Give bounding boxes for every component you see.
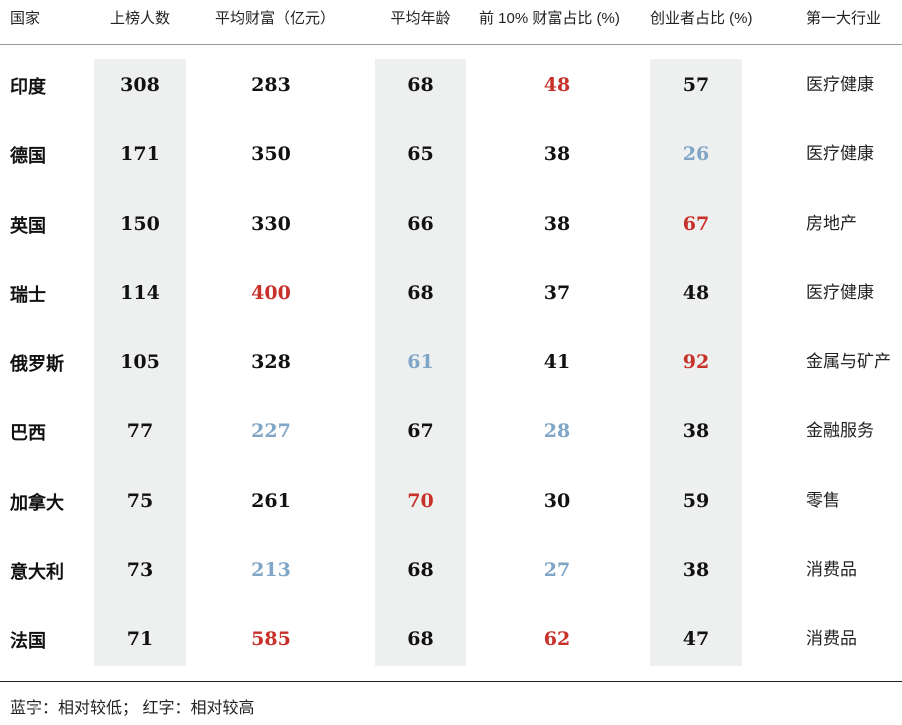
country-cell: 英国	[10, 215, 46, 236]
footer-divider	[0, 681, 902, 682]
country-cell: 印度	[10, 77, 46, 97]
wealth-cell: 328	[251, 351, 291, 374]
age-cell: 66	[407, 212, 434, 235]
count-cell: 308	[120, 74, 160, 96]
age-cell: 70	[407, 489, 434, 512]
wealth-cell: 330	[251, 212, 291, 235]
founders-cell: 67	[682, 212, 710, 235]
country-cell: 法国	[10, 631, 46, 652]
table-row: 瑞士 114 400 68 37 48 医疗健康	[0, 267, 902, 336]
wealth-cell: 400	[251, 281, 291, 304]
table-row: 法国 71 585 68 62 47 消费品	[0, 613, 902, 682]
top10-cell: 37	[543, 281, 571, 304]
founders-cell: 26	[682, 143, 710, 166]
column-header-founders: 创业者占比 (%)	[650, 10, 753, 27]
column-header-industry: 第一大行业	[806, 10, 882, 27]
age-cell: 68	[407, 74, 434, 96]
top10-cell: 38	[543, 143, 571, 166]
top10-cell: 27	[543, 559, 571, 582]
country-cell: 加拿大	[10, 492, 64, 513]
wealth-cell: 213	[251, 559, 291, 582]
country-cell: 俄罗斯	[10, 354, 64, 375]
table-header: 国家 上榜人数 平均财富（亿元） 平均年龄 前 10% 财富占比 (%) 创业者…	[0, 0, 902, 38]
count-cell: 105	[120, 351, 160, 374]
header-divider	[0, 44, 902, 45]
age-cell: 61	[407, 351, 434, 374]
watermark-logo: ●	[32, 700, 40, 714]
count-cell: 75	[126, 489, 154, 512]
founders-cell: 48	[682, 281, 710, 304]
top10-cell: 38	[543, 212, 571, 235]
column-header-count: 上榜人数	[109, 10, 170, 27]
table-row: 印度 308 283 68 48 57 医疗健康	[0, 59, 902, 128]
top10-cell: 62	[543, 628, 571, 651]
wealth-cell: 261	[251, 489, 291, 512]
count-cell: 73	[126, 559, 154, 582]
top10-cell: 30	[543, 489, 571, 512]
age-cell: 68	[407, 281, 434, 304]
country-cell: 意大利	[10, 562, 64, 583]
color-legend-note: 蓝字：相对较低； 红字：相对较高	[10, 700, 255, 717]
shaded-column-founders	[650, 59, 742, 666]
industry-cell: 医疗健康	[806, 282, 874, 302]
column-header-top10: 前 10% 财富占比 (%)	[479, 10, 620, 27]
industry-cell: 零售	[806, 490, 840, 510]
wealth-cell: 585	[251, 628, 291, 651]
wealth-cell: 227	[251, 420, 291, 443]
country-cell: 德国	[10, 146, 46, 167]
age-cell: 68	[407, 559, 434, 582]
industry-cell: 消费品	[806, 560, 857, 580]
country-cell: 巴西	[10, 423, 46, 444]
table-row: 加拿大 75 261 70 30 59 零售	[0, 475, 902, 544]
founders-cell: 57	[682, 74, 710, 96]
table-row: 德国 171 350 65 38 26 医疗健康	[0, 128, 902, 197]
table-row: 英国 150 330 66 38 67 房地产	[0, 198, 902, 267]
count-cell: 77	[126, 420, 154, 443]
founders-cell: 59	[682, 489, 710, 512]
column-header-age: 平均年龄	[390, 10, 451, 27]
age-cell: 68	[407, 628, 434, 651]
age-cell: 67	[407, 420, 434, 443]
founders-cell: 92	[682, 351, 710, 374]
country-cell: 瑞士	[10, 284, 46, 305]
table-row: 意大利 73 213 68 27 38 消费品	[0, 544, 902, 613]
table-row: 巴西 77 227 67 28 38 金融服务	[0, 405, 902, 474]
top10-cell: 28	[543, 420, 571, 443]
table-row: 俄罗斯 105 328 61 41 92 金属与矿产	[0, 336, 902, 405]
table-body: 印度 308 283 68 48 57 医疗健康 德国 171 350 65 3…	[0, 59, 902, 683]
column-header-wealth: 平均财富（亿元）	[215, 10, 336, 27]
industry-cell: 金属与矿产	[806, 352, 891, 372]
industry-cell: 医疗健康	[806, 75, 874, 94]
count-cell: 71	[126, 628, 154, 651]
industry-cell: 消费品	[806, 629, 857, 649]
shaded-column-age	[375, 59, 466, 666]
top10-cell: 48	[543, 74, 571, 96]
founders-cell: 38	[682, 559, 710, 582]
shaded-column-count	[94, 59, 186, 666]
industry-cell: 房地产	[806, 213, 857, 233]
count-cell: 171	[120, 143, 160, 166]
column-header-country: 国家	[10, 10, 41, 27]
industry-cell: 金融服务	[806, 421, 874, 441]
industry-cell: 医疗健康	[806, 144, 874, 164]
age-cell: 65	[407, 143, 434, 166]
count-cell: 114	[120, 281, 160, 304]
top10-cell: 41	[543, 351, 571, 374]
founders-cell: 38	[682, 420, 710, 443]
founders-cell: 47	[682, 628, 710, 651]
wealth-cell: 283	[251, 74, 291, 96]
count-cell: 150	[120, 212, 160, 235]
wealth-cell: 350	[251, 143, 291, 166]
